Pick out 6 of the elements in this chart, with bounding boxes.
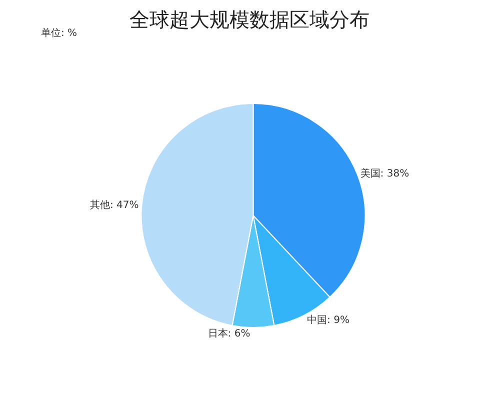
slice-label: 日本: 6%	[208, 327, 250, 340]
slice-label: 中国: 9%	[307, 314, 350, 326]
slice-label: 其他: 47%	[90, 198, 139, 211]
chart-title: 全球超大规模数据区域分布	[130, 7, 370, 32]
chart-subtitle: 单位: %	[41, 27, 78, 39]
slice-label: 美国: 38%	[360, 167, 410, 180]
